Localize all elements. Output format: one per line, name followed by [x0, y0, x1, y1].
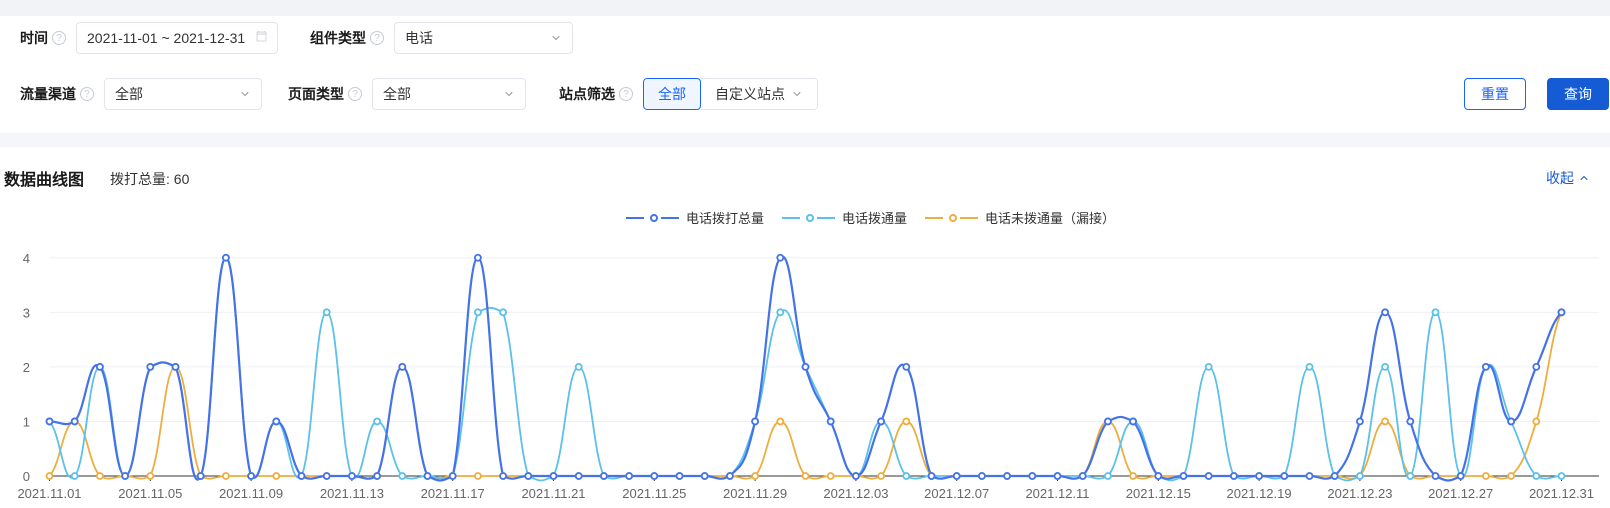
svg-text:2021.11.29: 2021.11.29 [723, 486, 787, 501]
svg-text:4: 4 [23, 251, 30, 266]
svg-text:2021.12.11: 2021.12.11 [1025, 486, 1089, 501]
svg-text:2021.11.13: 2021.11.13 [320, 486, 384, 501]
svg-text:2021.12.19: 2021.12.19 [1227, 486, 1292, 501]
svg-text:2021.11.09: 2021.11.09 [219, 486, 283, 501]
svg-text:2021.12.27: 2021.12.27 [1428, 486, 1493, 501]
svg-text:3: 3 [23, 305, 30, 320]
svg-text:2021.11.21: 2021.11.21 [521, 486, 585, 501]
svg-text:2021.12.15: 2021.12.15 [1126, 486, 1191, 501]
svg-text:2021.11.05: 2021.11.05 [118, 486, 182, 501]
svg-text:2: 2 [23, 360, 30, 375]
svg-text:2021.12.07: 2021.12.07 [924, 486, 989, 501]
svg-text:2021.11.01: 2021.11.01 [17, 486, 81, 501]
svg-text:1: 1 [23, 414, 30, 429]
svg-text:2021.11.17: 2021.11.17 [421, 486, 485, 501]
svg-text:0: 0 [23, 469, 30, 484]
svg-text:2021.12.31: 2021.12.31 [1529, 486, 1594, 501]
svg-text:2021.11.25: 2021.11.25 [622, 486, 686, 501]
svg-text:2021.12.03: 2021.12.03 [823, 486, 888, 501]
svg-text:2021.12.23: 2021.12.23 [1327, 486, 1392, 501]
